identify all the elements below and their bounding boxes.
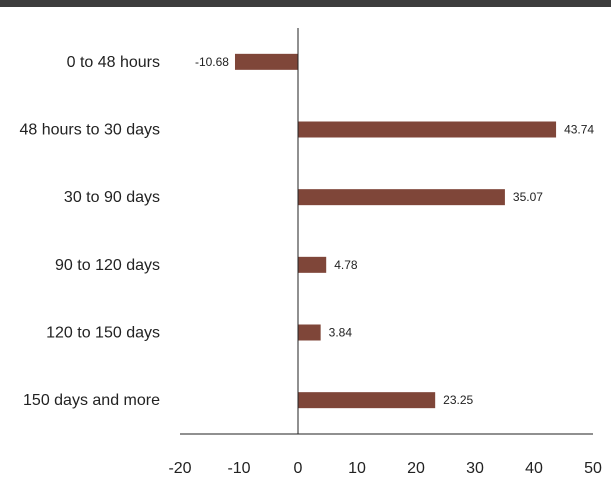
x-tick-label-1: -20 — [168, 460, 191, 477]
data-label-6: 23.25 — [443, 393, 473, 407]
x-tick-label-5: 20 — [407, 460, 425, 477]
data-label-2: 43.74 — [564, 123, 594, 137]
category-label-5: 120 to 150 days — [46, 325, 160, 342]
bar-3 — [298, 189, 505, 205]
x-tick-label-6: 30 — [466, 460, 484, 477]
category-label-2: 48 hours to 30 days — [19, 122, 160, 139]
data-labels-group: -10.68 43.74 35.07 4.78 3.84 23.25 — [195, 55, 594, 407]
x-tick-label-4: 10 — [348, 460, 366, 477]
x-tick-label-8: 50 — [584, 460, 602, 477]
bar-6 — [298, 392, 435, 408]
bar-2 — [298, 122, 556, 138]
x-tick-label-7: 40 — [525, 460, 543, 477]
category-label-6: 150 days and more — [23, 392, 160, 409]
category-labels-group: 0 to 48 hours 48 hours to 30 days 30 to 90… — [19, 54, 160, 409]
x-tick-labels-group: -20 -10 0 10 20 30 40 50 — [168, 460, 602, 477]
category-label-1: 0 to 48 hours — [67, 54, 160, 71]
category-label-3: 30 to 90 days — [64, 189, 160, 206]
bar-1 — [235, 54, 298, 70]
x-tick-label-2: -10 — [227, 460, 250, 477]
bar-4 — [298, 257, 326, 273]
x-tick-label-3: 0 — [294, 460, 303, 477]
data-label-5: 3.84 — [329, 326, 353, 340]
data-label-4: 4.78 — [334, 258, 358, 272]
category-label-4: 90 to 120 days — [55, 257, 160, 274]
bar-5 — [298, 325, 321, 341]
data-label-3: 35.07 — [513, 190, 543, 204]
data-label-1: -10.68 — [195, 55, 229, 69]
bars-group — [235, 54, 556, 408]
